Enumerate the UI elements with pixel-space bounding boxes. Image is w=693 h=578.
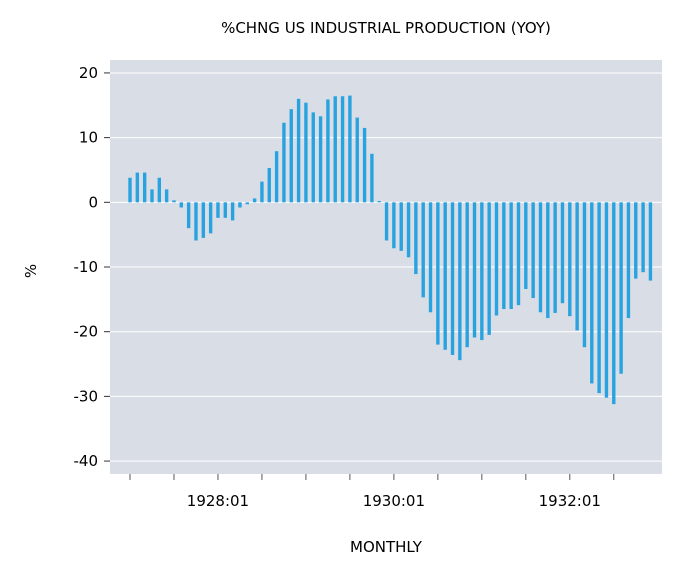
bar [326, 99, 330, 203]
y-tick-label: -20 [74, 323, 99, 341]
bar [436, 202, 440, 345]
bar [384, 202, 389, 241]
chart-title: %CHNG US INDUSTRIAL PRODUCTION (YOY) [221, 19, 551, 37]
bar [582, 202, 587, 348]
bar [304, 102, 308, 203]
x-axis-title: MONTHLY [350, 538, 423, 556]
bar [296, 98, 301, 203]
bar [230, 202, 235, 221]
y-tick-label: -10 [74, 258, 99, 276]
y-tick-label: 20 [79, 64, 98, 82]
bar [377, 201, 381, 203]
bar [560, 202, 565, 304]
bar [612, 202, 616, 405]
bar [553, 202, 557, 313]
bar [245, 202, 249, 205]
bar [267, 168, 271, 203]
bar [531, 202, 535, 299]
bar [238, 202, 242, 208]
bar [414, 202, 418, 275]
bar [597, 202, 601, 394]
bar [443, 202, 447, 350]
bar [648, 202, 653, 281]
bar [634, 202, 638, 279]
bar [538, 202, 543, 313]
bar [348, 95, 352, 203]
bar [392, 202, 396, 249]
bar [604, 202, 609, 398]
bar [428, 202, 433, 313]
bar [487, 202, 491, 335]
bar [494, 202, 499, 316]
bar [179, 202, 184, 208]
bar [282, 122, 286, 203]
bar [546, 202, 550, 319]
bar [619, 202, 623, 374]
y-tick-label: 0 [88, 193, 98, 211]
bar [311, 112, 315, 203]
y-tick-label: -40 [74, 452, 99, 470]
bars [128, 95, 653, 405]
bar [355, 117, 359, 203]
y-tick-label: -30 [74, 387, 99, 405]
y-axis-ticks: 20 10 0 -10 -20 -30 -40 [74, 64, 110, 470]
bar [370, 153, 374, 203]
bar [458, 202, 462, 361]
bar [472, 202, 477, 338]
bar [626, 202, 631, 319]
bar [516, 202, 521, 306]
bar [260, 181, 264, 203]
bar [362, 127, 367, 203]
bar [318, 116, 323, 203]
bar [480, 202, 484, 341]
bar [575, 202, 579, 331]
bar [150, 189, 154, 203]
bar [252, 198, 257, 203]
bar [524, 202, 528, 289]
x-tick-label: 1930:01 [363, 492, 425, 510]
bar [186, 202, 191, 229]
bar [157, 177, 162, 203]
bar [568, 202, 572, 317]
bar [201, 202, 205, 238]
bar [208, 202, 213, 234]
bar [142, 172, 147, 203]
x-tick-label: 1928:01 [187, 492, 249, 510]
y-tick-label: 10 [79, 129, 98, 147]
y-axis-title: % [22, 264, 40, 278]
bar [340, 96, 345, 203]
bar [509, 202, 513, 310]
x-axis-ticks: 1928:01 1930:01 1932:01 [129, 474, 615, 510]
bar [172, 200, 176, 203]
x-tick-label: 1932:01 [539, 492, 601, 510]
bar [274, 151, 279, 203]
bar [164, 189, 169, 203]
bar [590, 202, 594, 384]
bar [194, 202, 198, 241]
bar [502, 202, 506, 310]
bar [399, 202, 403, 251]
bar [128, 177, 132, 203]
bar [289, 109, 293, 203]
bar [641, 202, 645, 273]
bar [465, 202, 469, 348]
bar [333, 96, 337, 203]
bar [421, 202, 425, 298]
bar [223, 202, 227, 218]
bar [406, 202, 411, 258]
bar [450, 202, 455, 355]
bar [135, 172, 140, 203]
bar [216, 202, 220, 218]
